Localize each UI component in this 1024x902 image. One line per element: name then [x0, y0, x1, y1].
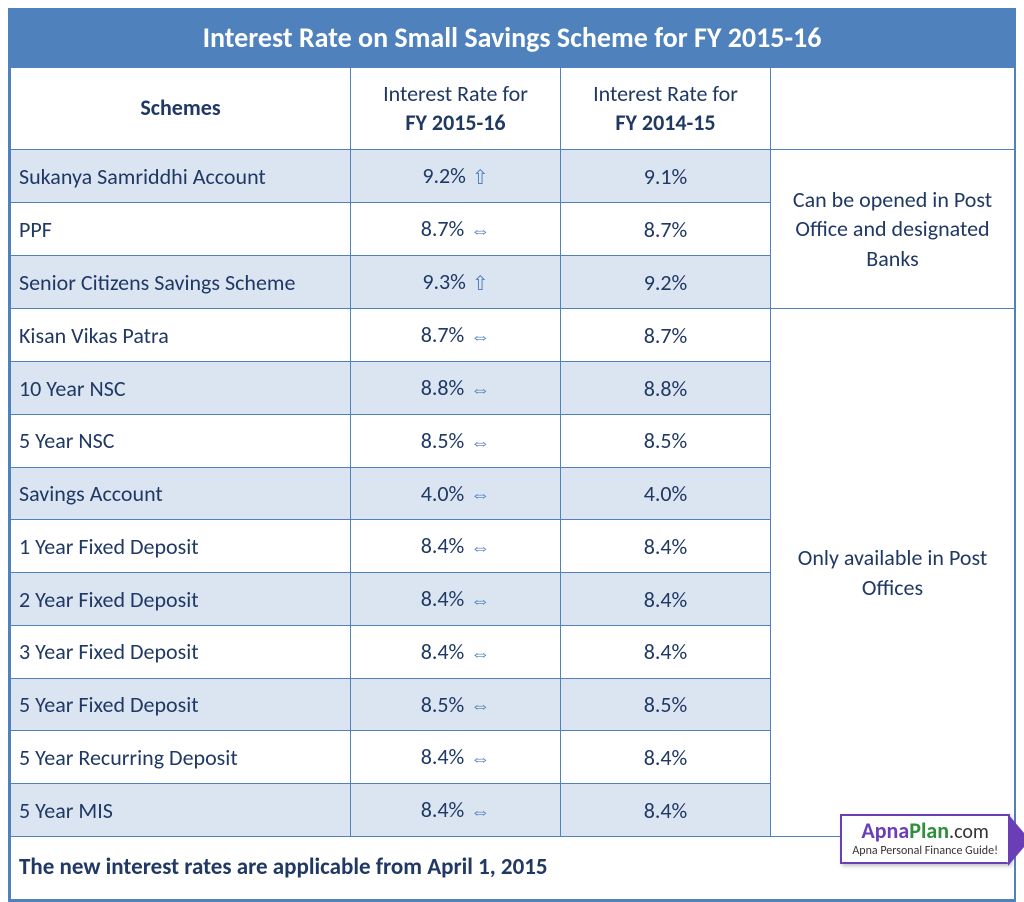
arrow-same-icon: ⇔ [470, 694, 490, 718]
cell-rate-2014: 8.5% [561, 414, 771, 467]
cell-scheme: 3 Year Fixed Deposit [11, 625, 351, 678]
cell-scheme: 10 Year NSC [11, 362, 351, 415]
col-header-rate-2014: Interest Rate forFY 2014-15 [561, 68, 771, 150]
arrow-same-icon: ⇔ [470, 325, 490, 349]
cell-rate-2015: 8.7%⇔ [351, 309, 561, 362]
cell-rate-2015: 8.4%⇔ [351, 784, 561, 837]
cell-scheme: 5 Year Fixed Deposit [11, 678, 351, 731]
cell-rate-2015: 8.4%⇔ [351, 625, 561, 678]
arrow-same-icon: ⇔ [470, 431, 490, 455]
arrow-same-icon: ⇔ [470, 800, 490, 824]
cell-rate-2015: 9.2%⇧ [351, 150, 561, 203]
cell-rate-2014: 8.4% [561, 573, 771, 626]
arrow-same-icon: ⇔ [470, 378, 490, 402]
table-row: Kisan Vikas Patra 8.7%⇔ 8.7% Only availa… [11, 309, 1015, 362]
brand-tagline: Apna Personal Finance Guide! [852, 844, 998, 858]
cell-scheme: 2 Year Fixed Deposit [11, 573, 351, 626]
cell-rate-2014: 8.4% [561, 784, 771, 837]
table-container: Interest Rate on Small Savings Scheme fo… [8, 8, 1016, 902]
arrow-same-icon: ⇔ [470, 589, 490, 613]
col-header-note [771, 68, 1015, 150]
cell-rate-2015: 8.8%⇔ [351, 362, 561, 415]
cell-rate-2015: 9.3%⇧ [351, 256, 561, 309]
table-header-row: Schemes Interest Rate forFY 2015-16 Inte… [11, 68, 1015, 150]
arrow-same-icon: ⇔ [470, 536, 490, 560]
note-group-2: Only available in Post Offices [771, 309, 1015, 837]
cell-rate-2014: 8.4% [561, 520, 771, 573]
cell-scheme: Senior Citizens Savings Scheme [11, 256, 351, 309]
cell-scheme: 5 Year NSC [11, 414, 351, 467]
cell-rate-2014: 4.0% [561, 467, 771, 520]
arrow-same-icon: ⇔ [470, 642, 490, 666]
cell-rate-2014: 8.5% [561, 678, 771, 731]
cell-rate-2015: 4.0%⇔ [351, 467, 561, 520]
col-header-schemes: Schemes [11, 68, 351, 150]
page-title: Interest Rate on Small Savings Scheme fo… [10, 10, 1014, 67]
cell-rate-2014: 9.1% [561, 150, 771, 203]
cell-scheme: 5 Year Recurring Deposit [11, 731, 351, 784]
cell-rate-2015: 8.4%⇔ [351, 520, 561, 573]
cell-rate-2015: 8.5%⇔ [351, 414, 561, 467]
brand-name: ApnaPlan.com [852, 820, 998, 842]
cell-rate-2014: 8.4% [561, 731, 771, 784]
rates-table: Schemes Interest Rate forFY 2015-16 Inte… [10, 67, 1015, 900]
cell-scheme: 5 Year MIS [11, 784, 351, 837]
cell-rate-2015: 8.4%⇔ [351, 573, 561, 626]
cell-rate-2014: 8.7% [561, 203, 771, 256]
arrow-same-icon: ⇔ [470, 219, 490, 243]
cell-scheme: Savings Account [11, 467, 351, 520]
arrow-up-icon: ⇧ [472, 271, 489, 296]
col-header-rate-2015: Interest Rate forFY 2015-16 [351, 68, 561, 150]
arrow-same-icon: ⇔ [470, 483, 490, 507]
cell-rate-2014: 8.7% [561, 309, 771, 362]
cell-scheme: PPF [11, 203, 351, 256]
arrow-up-icon: ⇧ [472, 165, 489, 190]
arrow-same-icon: ⇔ [470, 747, 490, 771]
cell-scheme: 1 Year Fixed Deposit [11, 520, 351, 573]
note-group-1: Can be opened in Post Office and designa… [771, 150, 1015, 309]
cell-scheme: Kisan Vikas Patra [11, 309, 351, 362]
brand-logo: ApnaPlan.com Apna Personal Finance Guide… [840, 814, 1010, 864]
cell-scheme: Sukanya Samriddhi Account [11, 150, 351, 203]
cell-rate-2014: 8.4% [561, 625, 771, 678]
cell-rate-2014: 8.8% [561, 362, 771, 415]
cell-rate-2014: 9.2% [561, 256, 771, 309]
cell-rate-2015: 8.5%⇔ [351, 678, 561, 731]
table-row: Sukanya Samriddhi Account 9.2%⇧ 9.1% Can… [11, 150, 1015, 203]
cell-rate-2015: 8.7%⇔ [351, 203, 561, 256]
cell-rate-2015: 8.4%⇔ [351, 731, 561, 784]
